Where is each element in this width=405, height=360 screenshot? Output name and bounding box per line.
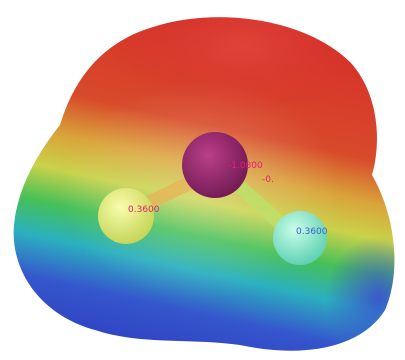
oxygen-atom[interactable] [182, 132, 248, 198]
esp-surface-right-shade [240, 175, 395, 351]
hydrogen-right-charge-label: 0.3600 [296, 227, 328, 237]
hydrogen-atom-left[interactable] [98, 188, 154, 244]
partial-charge-label: -0. [262, 175, 274, 185]
oxygen-charge-label: -1.0800 [228, 161, 263, 171]
hydrogen-left-charge-label: 0.3600 [128, 205, 160, 215]
hydrogen-atom-right[interactable] [273, 211, 327, 265]
